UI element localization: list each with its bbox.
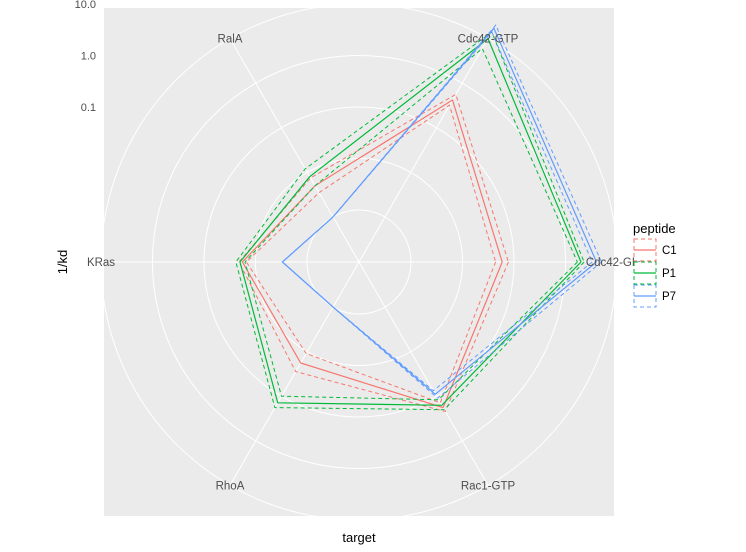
y-axis-label: 1/kd — [55, 250, 70, 275]
y-tick-label: 10.0 — [75, 0, 96, 11]
category-label: Cdc42-GD — [586, 257, 640, 269]
grid-spoke — [358, 261, 489, 486]
x-axis-label: target — [342, 530, 376, 545]
series-p1-line — [239, 37, 582, 406]
category-labels: Cdc42-GD Rac1-GTP RhoA KRas RalA Cdc42-G… — [87, 34, 640, 493]
legend-title: peptide — [633, 221, 676, 236]
series-layer — [235, 24, 602, 413]
legend: peptide C1 P1 P7 — [633, 221, 677, 308]
category-label: RalA — [218, 34, 243, 46]
y-tick-label: 1.0 — [81, 51, 96, 63]
category-label: Cdc42-GTP — [458, 34, 519, 46]
category-label: Rac1-GTP — [461, 480, 516, 492]
y-tick-label: 0.1 — [81, 102, 96, 114]
grid-spoke — [229, 261, 360, 486]
legend-label: C1 — [662, 245, 677, 257]
series-c1-line — [241, 99, 503, 409]
legend-label: P7 — [662, 291, 676, 303]
series-p7-line — [281, 27, 598, 395]
series-p1-lower-line — [244, 47, 578, 401]
legend-label: P1 — [662, 268, 676, 280]
tick-layer: 0.1 1.0 10.0 — [75, 0, 96, 114]
series-c1-lower-line — [245, 104, 497, 404]
spoke-layer — [101, 38, 617, 486]
category-label: KRas — [87, 257, 115, 269]
series-p7-upper-line — [281, 24, 602, 399]
grid-spoke — [229, 38, 360, 263]
grid-spoke — [358, 38, 489, 263]
legend-keys — [633, 238, 657, 308]
category-label: RhoA — [216, 480, 245, 492]
series-c1-upper-line — [238, 93, 509, 413]
